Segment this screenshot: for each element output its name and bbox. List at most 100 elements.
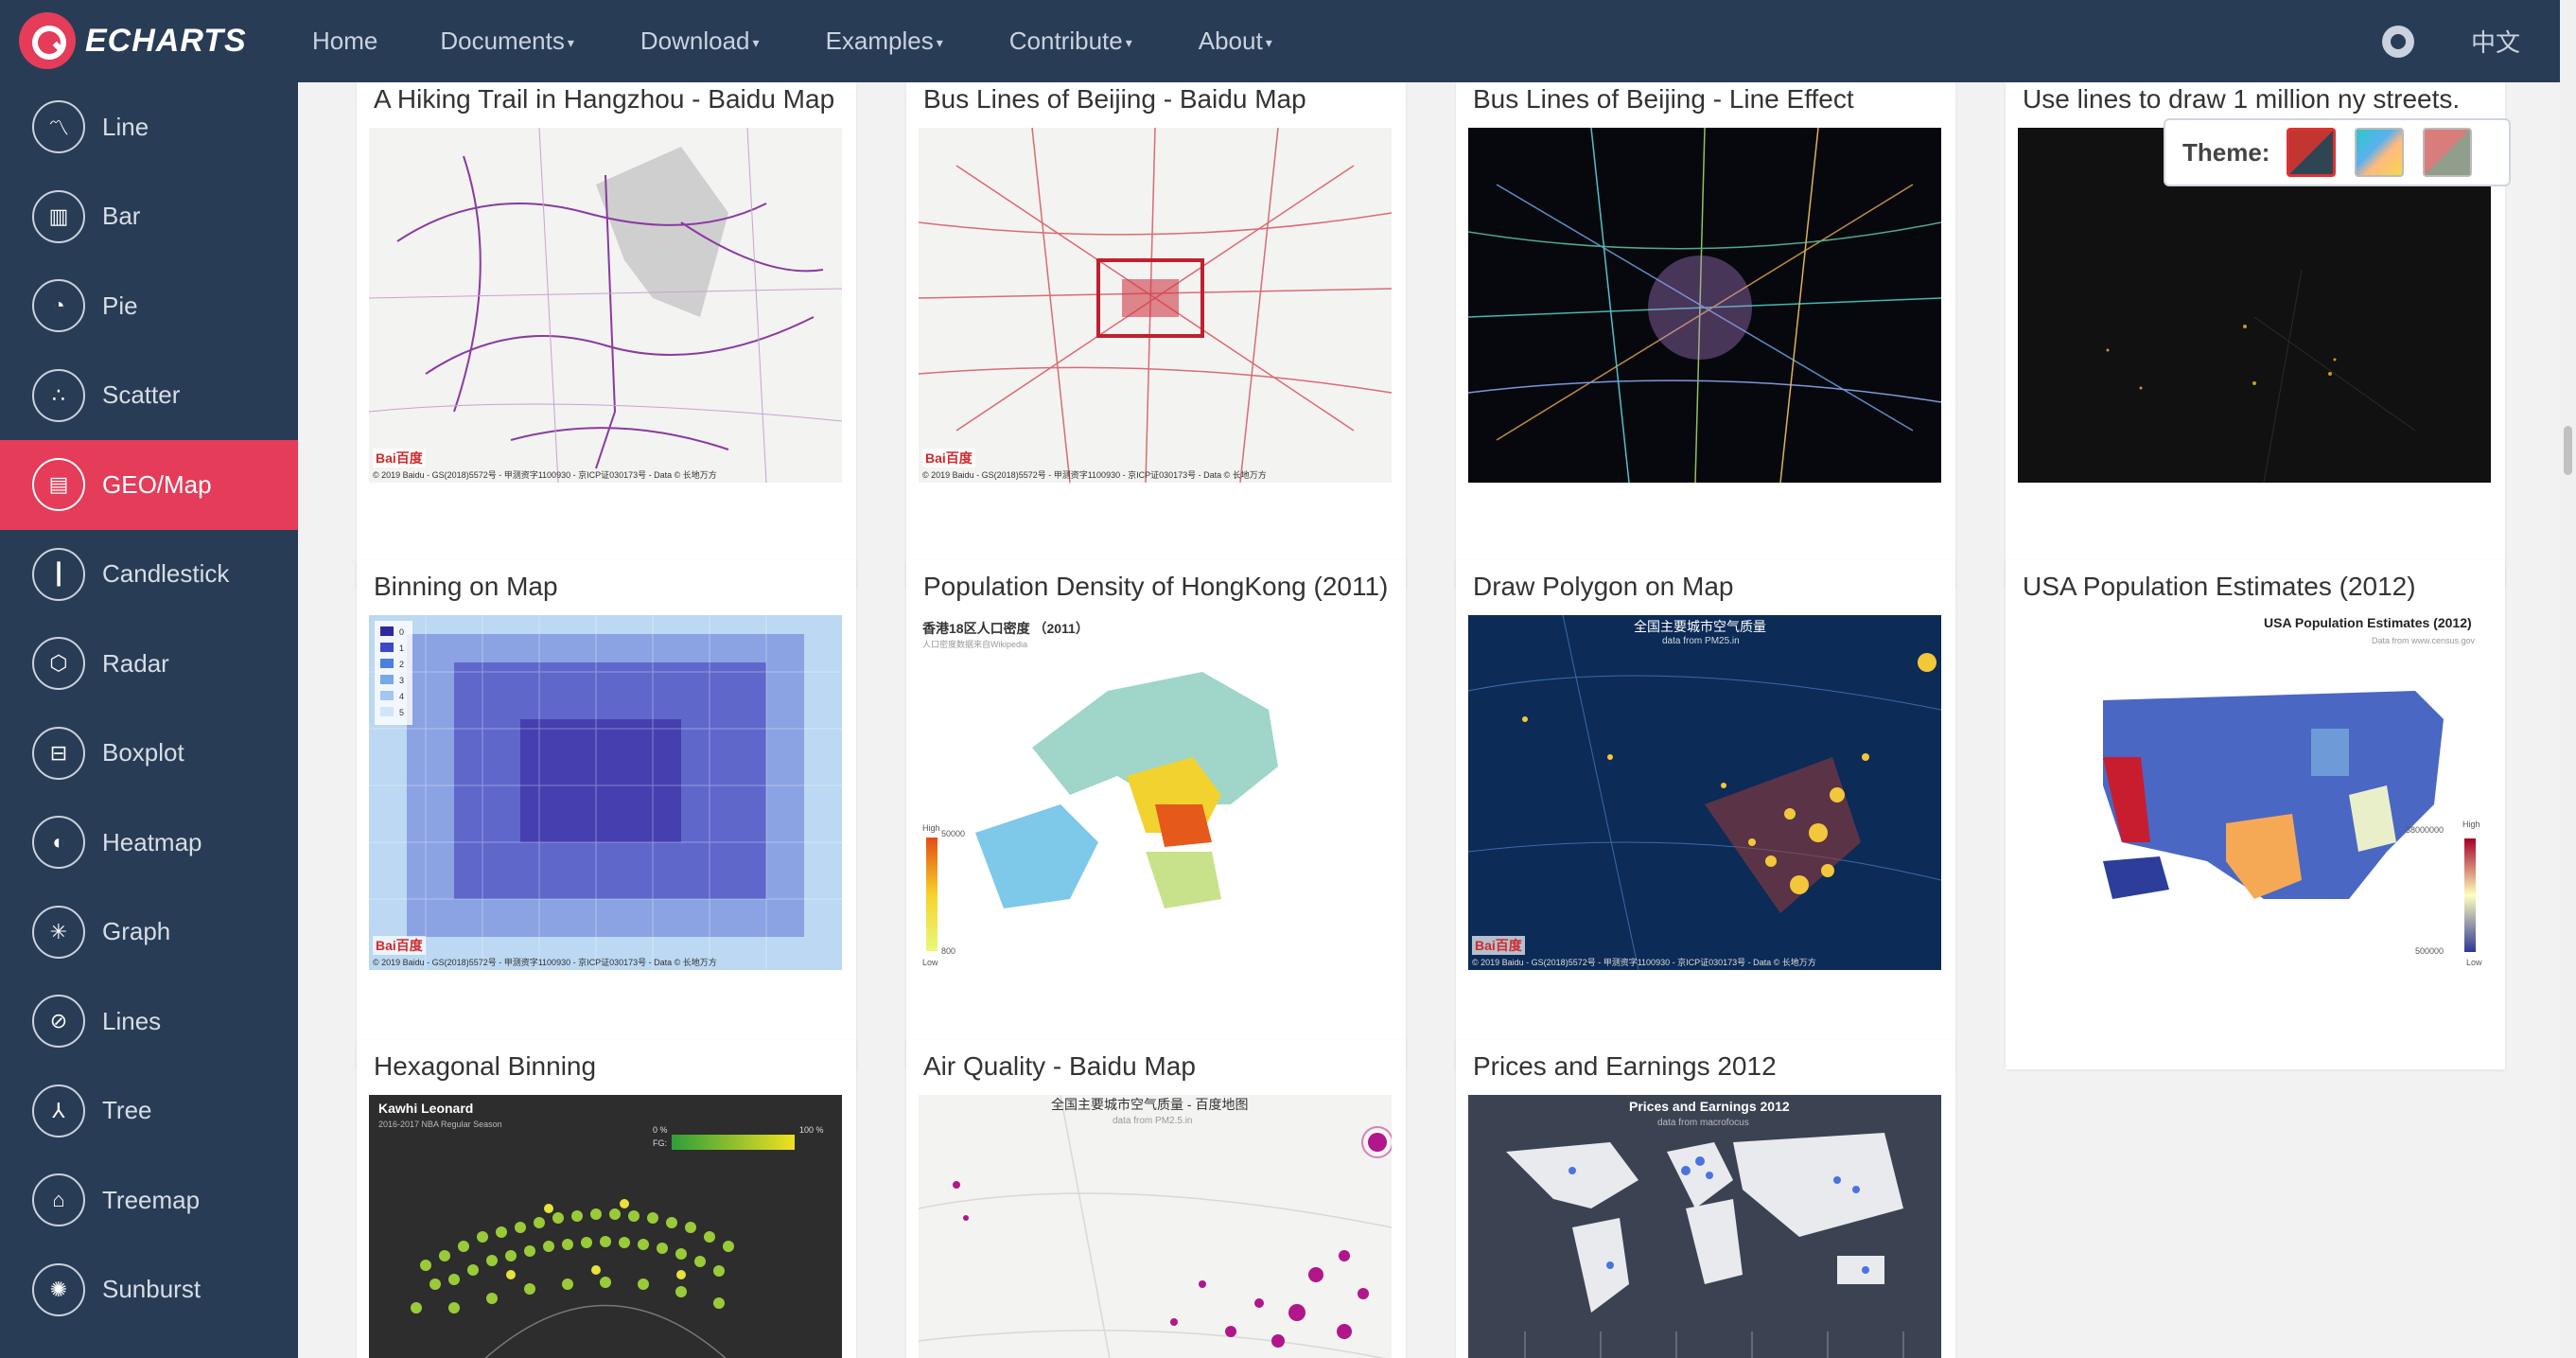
card-title[interactable]: Use lines to draw 1 million ny streets. xyxy=(2023,84,2461,114)
baidu-logo: Bai百度 xyxy=(373,449,426,467)
example-card[interactable]: Bus Lines of Beijing - Line Effect xyxy=(1456,82,1955,588)
github-icon[interactable] xyxy=(2381,25,2414,58)
theme-dark-swatch[interactable] xyxy=(2423,128,2473,177)
card-title[interactable]: Draw Polygon on Map xyxy=(1473,572,1734,601)
examples-grid: A Hiking Trail in Hangzhou - Baidu Map B… xyxy=(298,82,2560,1358)
baidu-logo: Bai百度 xyxy=(922,449,975,467)
polygon-map xyxy=(1468,615,1941,970)
echarts-logo[interactable]: ECHARTS xyxy=(19,12,247,69)
sidebar-item-label: Boxplot xyxy=(102,738,184,767)
sidebar-item-label: Scatter xyxy=(102,380,181,410)
sidebar: 〽 Line ▥ Bar ◔ Pie ∴ Scatter ▤ GEO/Map ┃ Candlestic… xyxy=(0,82,298,1358)
thumb-title: USA Population Estimates (2012) xyxy=(2264,615,2472,630)
usa-population-map xyxy=(2018,615,2491,970)
visualmap-high: High xyxy=(2462,820,2480,829)
card-thumbnail[interactable]: 全国主要城市空气质量 data from PM25.in Bai百度 © 201… xyxy=(1468,615,1941,970)
main-nav: Home Documents ▾ Download ▾ Examples ▾ Cont… xyxy=(312,0,1339,82)
legend-label: 2 xyxy=(399,660,404,669)
line-chart-icon: 〽 xyxy=(32,100,85,154)
card-thumbnail[interactable]: Prices and Earnings 2012 data from macro… xyxy=(1468,1095,1941,1358)
sidebar-item-boxplot[interactable]: ⊟ Boxplot xyxy=(0,709,298,799)
card-title[interactable]: USA Population Estimates (2012) xyxy=(2023,572,2416,601)
map-copyright: © 2019 Baidu - GS(2018)5572号 - 甲测资字11009… xyxy=(373,470,717,480)
lines-icon: ⊘ xyxy=(32,995,85,1049)
card-thumbnail[interactable]: 0 1 2 3 4 5 Bai百度 © 2019 Baidu - GS(2018… xyxy=(369,615,842,970)
bar-chart-icon: ▥ xyxy=(32,189,85,243)
card-thumbnail[interactable] xyxy=(1468,128,1941,483)
card-thumbnail[interactable]: Bai百度 © 2019 Baidu - GS(2018)5572号 - 甲测资… xyxy=(369,128,842,483)
visualmap-min: 500000 xyxy=(2415,946,2445,956)
example-card[interactable]: Bus Lines of Beijing - Baidu Map Bai百度 ©… xyxy=(906,82,1406,588)
scrollbar-thumb[interactable] xyxy=(2564,426,2572,475)
page-scrollbar[interactable] xyxy=(2560,0,2576,1358)
sidebar-item-label: GEO/Map xyxy=(102,469,212,499)
card-thumbnail[interactable]: Kawhi Leonard 2016-2017 NBA Regular Seas… xyxy=(369,1095,842,1358)
sidebar-item-heatmap[interactable]: ◐ Heatmap xyxy=(0,798,298,888)
sidebar-item-label: Pie xyxy=(102,291,138,320)
card-title[interactable]: Prices and Earnings 2012 xyxy=(1473,1051,1777,1081)
nav-examples[interactable]: Examples ▾ xyxy=(825,26,943,55)
sidebar-item-scatter[interactable]: ∴ Scatter xyxy=(0,351,298,441)
chevron-down-icon: ▾ xyxy=(752,34,760,50)
visualmap-low: Low xyxy=(2466,958,2482,967)
thumb-title: Prices and Earnings 2012 xyxy=(1629,1099,1790,1114)
sidebar-item-tree[interactable]: ⅄ Tree xyxy=(0,1067,298,1156)
fg-max: 100 % xyxy=(799,1125,824,1135)
card-title[interactable]: Hexagonal Binning xyxy=(374,1051,597,1081)
sidebar-item-label: Heatmap xyxy=(102,827,202,856)
sidebar-item-candlestick[interactable]: ┃ Candlestick xyxy=(0,530,298,620)
sidebar-item-geo-map[interactable]: ▤ GEO/Map xyxy=(0,440,298,530)
sidebar-item-pie[interactable]: ◔ Pie xyxy=(0,261,298,351)
chevron-down-icon: ▾ xyxy=(1265,34,1272,50)
sidebar-item-sunburst[interactable]: ✺ Sunburst xyxy=(0,1245,298,1335)
card-thumbnail[interactable]: 香港18区人口密度 （2011） 人口密度数据来自Wikipedia High … xyxy=(919,615,1392,970)
boxplot-icon: ⊟ xyxy=(32,726,85,780)
card-title[interactable]: A Hiking Trail in Hangzhou - Baidu Map xyxy=(374,84,835,114)
nav-documents[interactable]: Documents ▾ xyxy=(440,26,574,55)
example-card[interactable]: Prices and Earnings 2012 Prices and Earn… xyxy=(1456,1040,1955,1358)
sidebar-item-bar[interactable]: ▥ Bar xyxy=(0,172,298,262)
nav-contribute[interactable]: Contribute ▾ xyxy=(1008,26,1132,55)
theme-picker: Theme: xyxy=(2164,118,2511,186)
example-card[interactable]: A Hiking Trail in Hangzhou - Baidu Map B… xyxy=(357,82,856,588)
pie-chart-icon: ◔ xyxy=(32,279,85,333)
card-thumbnail[interactable] xyxy=(2018,128,2491,483)
radar-icon: ⬡ xyxy=(32,637,85,691)
nav-home[interactable]: Home xyxy=(312,26,378,55)
example-card[interactable]: USA Population Estimates (2012) USA Popu… xyxy=(2006,560,2505,1069)
sidebar-item-radar[interactable]: ⬡ Radar xyxy=(0,619,298,709)
chevron-down-icon: ▾ xyxy=(1125,34,1132,50)
baidu-logo: Bai百度 xyxy=(1472,936,1525,955)
sidebar-item-line[interactable]: 〽 Line xyxy=(0,82,298,172)
sidebar-item-graph[interactable]: ✳ Graph xyxy=(0,888,298,978)
example-card[interactable]: Draw Polygon on Map 全国主要城市空气质量 data from… xyxy=(1456,560,1955,1069)
nav-about[interactable]: About ▾ xyxy=(1198,26,1272,55)
card-thumbnail[interactable]: 全国主要城市空气质量 - 百度地图 data from PM2.5.in xyxy=(919,1095,1392,1358)
map-icon: ▤ xyxy=(32,458,85,512)
card-title[interactable]: Bus Lines of Beijing - Line Effect xyxy=(1473,84,1854,114)
theme-default-swatch[interactable] xyxy=(2287,128,2337,177)
card-title[interactable]: Binning on Map xyxy=(374,572,558,601)
language-switch[interactable]: 中文 xyxy=(2470,28,2520,57)
visualmap-max: 50000 xyxy=(941,829,966,838)
card-title[interactable]: Bus Lines of Beijing - Baidu Map xyxy=(923,84,1306,114)
heatmap-icon: ◐ xyxy=(32,816,85,870)
card-title[interactable]: Air Quality - Baidu Map xyxy=(923,1051,1196,1081)
example-card[interactable]: Population Density of HongKong (2011) 香港… xyxy=(906,560,1406,1069)
example-card[interactable]: Hexagonal Binning Kawhi Leonard 2016-201… xyxy=(357,1040,856,1358)
example-card[interactable]: Binning on Map 0 1 2 3 4 5 xyxy=(357,560,856,1069)
air-quality-map xyxy=(919,1095,1392,1358)
fg-label: FG: xyxy=(653,1138,667,1148)
card-thumbnail[interactable]: Bai百度 © 2019 Baidu - GS(2018)5572号 - 甲测资… xyxy=(919,128,1392,483)
sidebar-item-lines[interactable]: ⊘ Lines xyxy=(0,977,298,1067)
theme-light-swatch[interactable] xyxy=(2355,128,2405,177)
sidebar-item-treemap[interactable]: ⌂ Treemap xyxy=(0,1155,298,1245)
card-title[interactable]: Population Density of HongKong (2011) xyxy=(923,572,1389,601)
card-thumbnail[interactable]: USA Population Estimates (2012) Data fro… xyxy=(2018,615,2491,970)
map-copyright: © 2019 Baidu - GS(2018)5572号 - 甲测资字11009… xyxy=(1472,958,1816,967)
nav-download[interactable]: Download ▾ xyxy=(640,26,760,55)
sidebar-item-label: Lines xyxy=(102,1006,162,1035)
example-card[interactable]: Air Quality - Baidu Map 全国主要城市空气质量 - 百度地… xyxy=(906,1040,1406,1358)
chevron-down-icon: ▾ xyxy=(567,34,574,50)
candlestick-icon: ┃ xyxy=(32,547,85,601)
